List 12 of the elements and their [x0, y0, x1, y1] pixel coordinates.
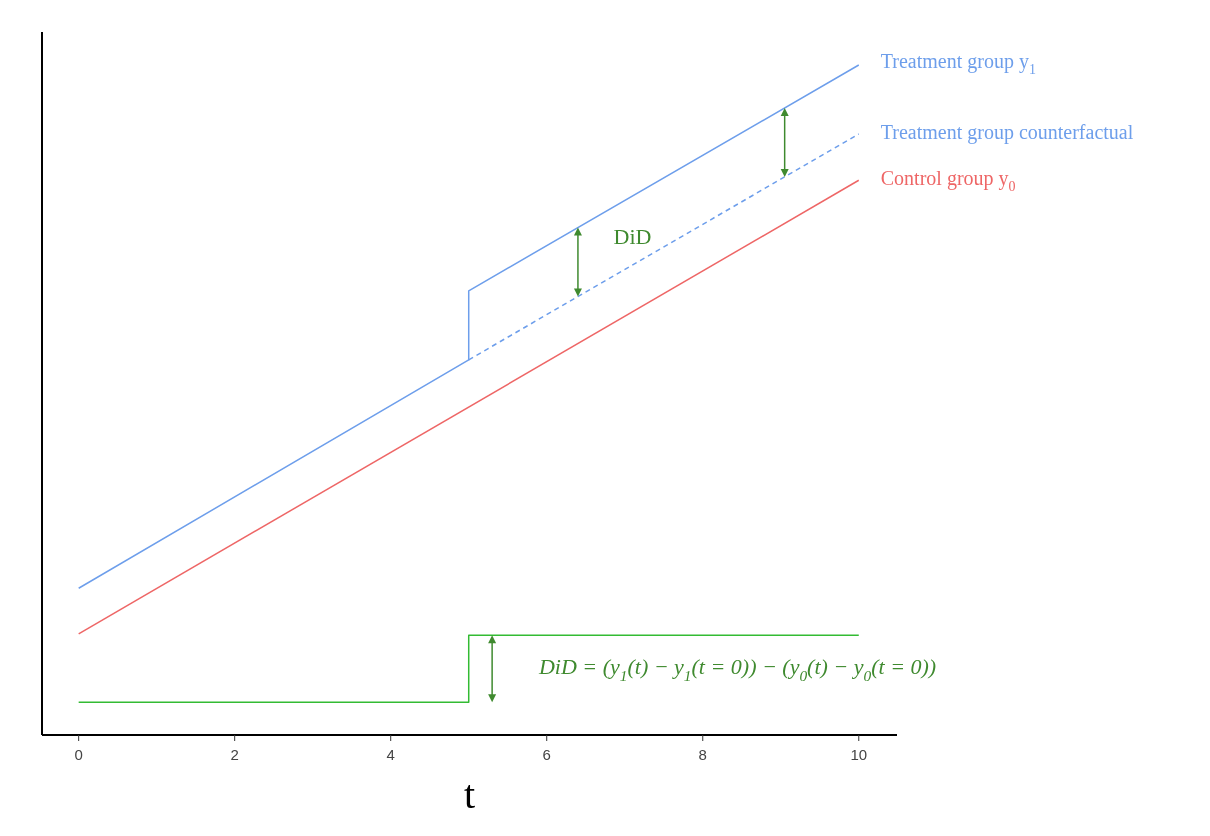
text: DiD = (y$_{1}$(t) − y$_{1}$(t = 0)) − (y$_{0}$(t) − y$_{0}$(t = 0)): [538, 653, 937, 684]
x-tick-label: 8: [698, 746, 707, 763]
x-axis-title: t: [463, 772, 476, 817]
x-tick-label: 6: [542, 746, 551, 763]
x-tick-label: 0: [74, 746, 83, 763]
series-label: Treatment group y$_{1}$: [880, 49, 1036, 77]
series-label: Control group y$_{0}$: [880, 166, 1016, 194]
x-tick-label: 4: [386, 746, 395, 763]
x-tick-label: 2: [230, 746, 239, 763]
x-tick-label: 10: [850, 746, 868, 763]
series-label: Treatment group counterfactual: [880, 120, 1134, 144]
annotation: DiD: [613, 224, 652, 250]
